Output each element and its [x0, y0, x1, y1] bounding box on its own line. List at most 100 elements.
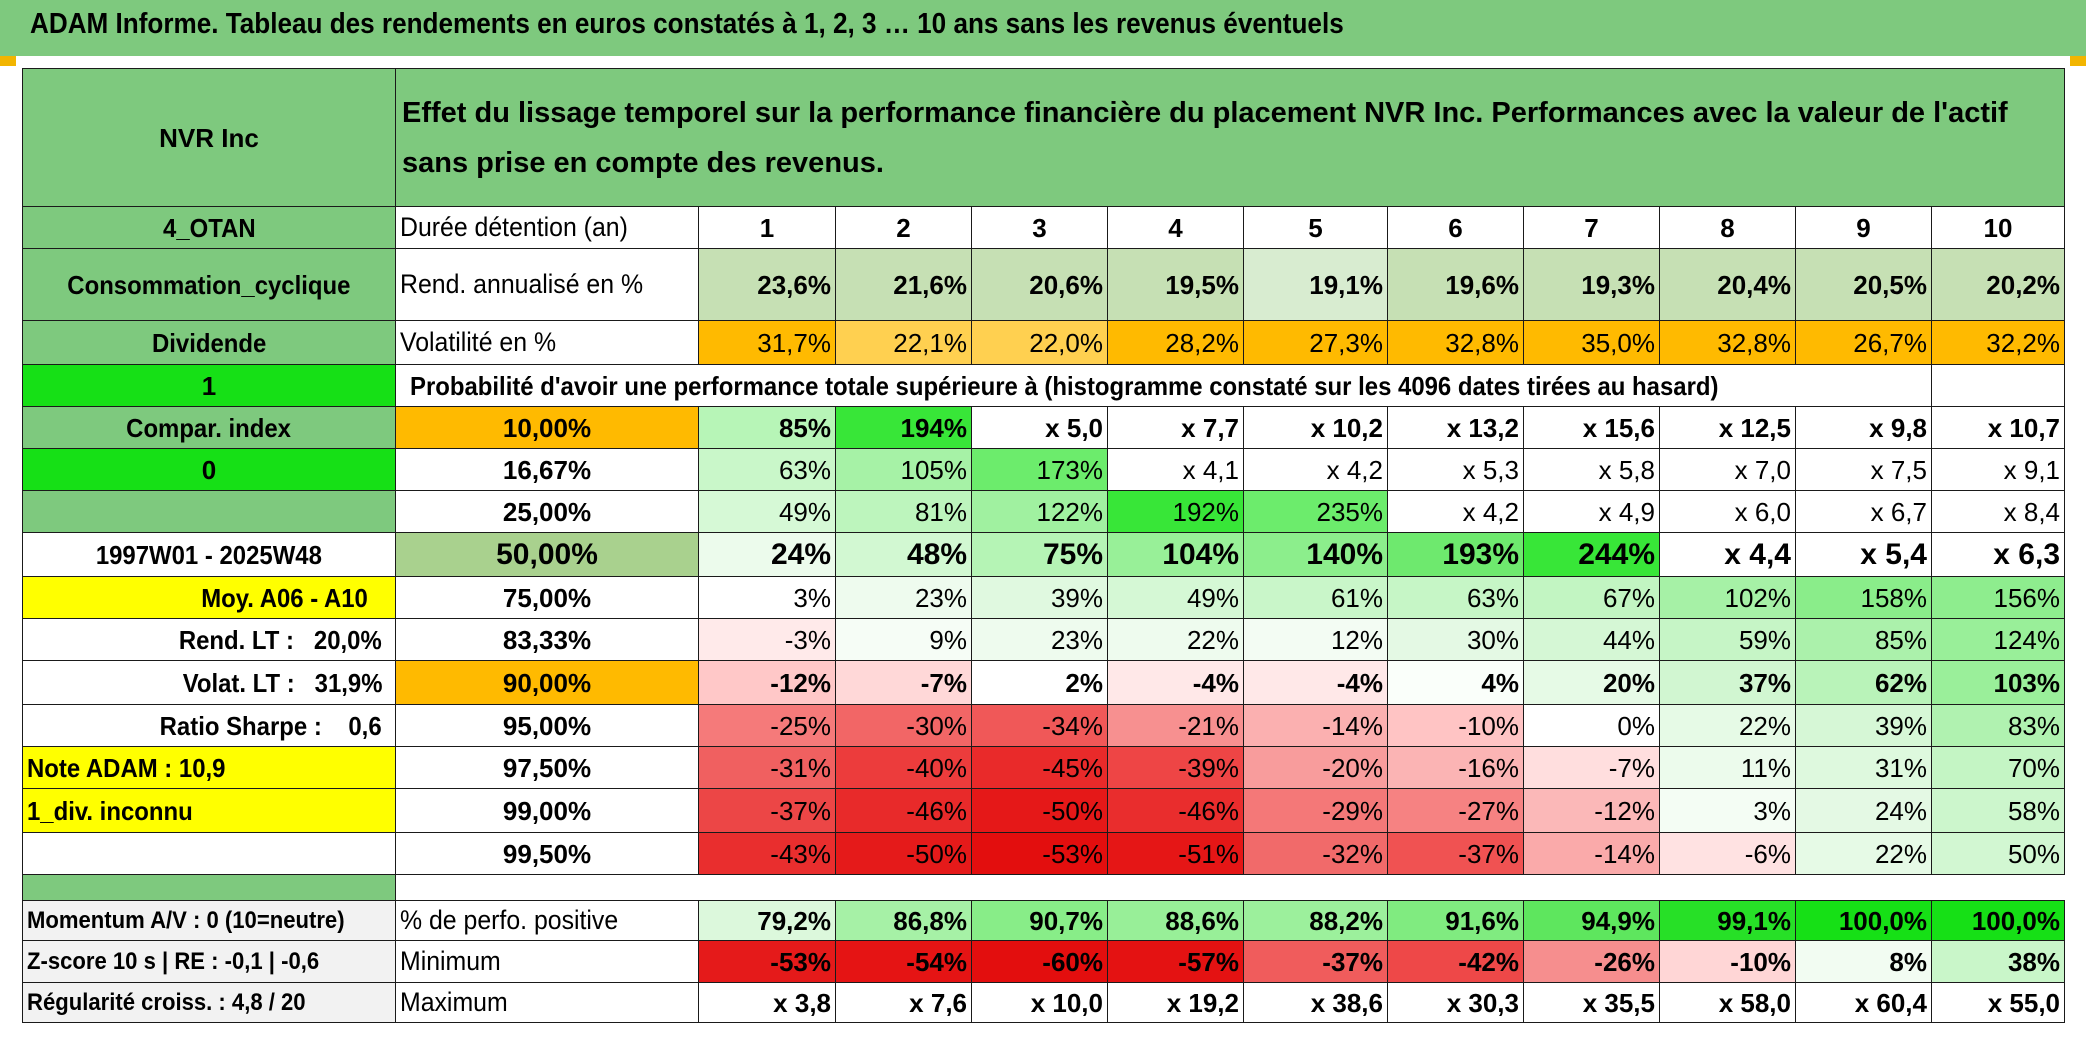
- prob-value: x 6,3: [1930, 532, 2066, 577]
- prob-value: 70%: [1930, 746, 2066, 789]
- rend-value: 19,3%: [1523, 248, 1660, 321]
- prob-value: 105%: [835, 448, 972, 491]
- moy-label: Moy. A06 - A10: [22, 576, 396, 619]
- prob-value: 4%: [1387, 660, 1524, 705]
- prob-value: 22%: [1107, 618, 1244, 661]
- prob-value: 44%: [1523, 618, 1660, 661]
- prob-value: 122%: [971, 490, 1108, 533]
- vol-value: 26,7%: [1795, 320, 1932, 365]
- regularite: Régularité croiss. : 4,8 / 20: [22, 982, 396, 1023]
- min-value: 8%: [1795, 940, 1932, 983]
- prob-threshold: 50,00%: [395, 532, 699, 577]
- prob-value: 75%: [971, 532, 1108, 577]
- rend-value: 19,6%: [1387, 248, 1524, 321]
- asset-name: NVR Inc: [22, 68, 396, 207]
- prob-value: -20%: [1243, 746, 1388, 789]
- prob-value: -37%: [698, 788, 836, 833]
- empty-cell: [22, 490, 396, 533]
- prob-value: x 10,7: [1930, 406, 2066, 449]
- prob-value: -14%: [1243, 704, 1388, 747]
- vol-value: 27,3%: [1243, 320, 1388, 365]
- prob-value: x 9,1: [1930, 448, 2066, 491]
- vol-value: 32,8%: [1387, 320, 1524, 365]
- prob-value: -16%: [1387, 746, 1524, 789]
- momentum: Momentum A/V : 0 (10=neutre): [22, 900, 396, 941]
- rend-value: 20,2%: [1930, 248, 2066, 321]
- perfo-label: % de perfo. positive: [395, 900, 699, 941]
- prob-value: -7%: [1523, 746, 1660, 789]
- max-value: x 60,4: [1795, 982, 1932, 1023]
- min-value: -53%: [698, 940, 836, 983]
- prob-value: 0%: [1523, 704, 1660, 747]
- prob-threshold: 83,33%: [395, 618, 699, 661]
- empty-cell: [22, 832, 396, 875]
- prob-value: 39%: [971, 576, 1108, 619]
- prob-value: 20%: [1523, 660, 1660, 705]
- prob-value: -4%: [1243, 660, 1388, 705]
- prob-threshold: 97,50%: [395, 746, 699, 789]
- rend-value: 20,5%: [1795, 248, 1932, 321]
- prob-value: -7%: [835, 660, 972, 705]
- min-value: -57%: [1107, 940, 1244, 983]
- prob-value: 85%: [698, 406, 836, 449]
- vol-value: 32,8%: [1659, 320, 1796, 365]
- rend-value: 19,1%: [1243, 248, 1388, 321]
- vol-value: 28,2%: [1107, 320, 1244, 365]
- prob-value: x 7,5: [1795, 448, 1932, 491]
- prob-value: 244%: [1523, 532, 1660, 577]
- prob-value: x 13,2: [1387, 406, 1524, 449]
- prob-value: 158%: [1795, 576, 1932, 619]
- prob-value: 173%: [971, 448, 1108, 491]
- vol-value: 35,0%: [1523, 320, 1660, 365]
- zscore: Z-score 10 s | RE : -0,1 | -0,6: [22, 940, 396, 983]
- spacer-row: [395, 874, 2065, 901]
- max-value: x 19,2: [1107, 982, 1244, 1023]
- perfo-value: 90,7%: [971, 900, 1108, 941]
- year-header: 3: [971, 206, 1108, 249]
- vol-value: 31,7%: [698, 320, 836, 365]
- min-value: -10%: [1659, 940, 1796, 983]
- prob-value: 194%: [835, 406, 972, 449]
- year-header: 4: [1107, 206, 1244, 249]
- min-value: -54%: [835, 940, 972, 983]
- prob-value: -29%: [1243, 788, 1388, 833]
- prob-value: x 15,6: [1523, 406, 1660, 449]
- year-header: 9: [1795, 206, 1932, 249]
- prob-threshold: 16,67%: [395, 448, 699, 491]
- prob-value: 235%: [1243, 490, 1388, 533]
- prob-value: 24%: [1795, 788, 1932, 833]
- min-value: -26%: [1523, 940, 1660, 983]
- prob-value: 3%: [698, 576, 836, 619]
- max-value: x 30,3: [1387, 982, 1524, 1023]
- prob-value: 103%: [1930, 660, 2066, 705]
- prob-value: -14%: [1523, 832, 1660, 875]
- prob-value: 48%: [835, 532, 972, 577]
- prob-value: -31%: [698, 746, 836, 789]
- prob-value: 49%: [1107, 576, 1244, 619]
- prob-value: -43%: [698, 832, 836, 875]
- performance-table: NVR Inc Effet du lissage temporel sur la…: [22, 68, 2066, 1023]
- perfo-value: 100,0%: [1930, 900, 2066, 941]
- perfo-value: 100,0%: [1795, 900, 1932, 941]
- note-adam: Note ADAM : 10,9: [22, 746, 396, 789]
- rend-value: 19,5%: [1107, 248, 1244, 321]
- prob-value: 39%: [1795, 704, 1932, 747]
- prob-value: 140%: [1243, 532, 1388, 577]
- year-header: 7: [1523, 206, 1660, 249]
- dividend-value: 1: [22, 364, 396, 407]
- rend-lt: Rend. LT : 20,0%: [22, 618, 396, 661]
- year-header: 1: [698, 206, 836, 249]
- perfo-value: 94,9%: [1523, 900, 1660, 941]
- prob-value: x 8,4: [1930, 490, 2066, 533]
- prob-value: x 12,5: [1659, 406, 1796, 449]
- rend-value: 20,4%: [1659, 248, 1796, 321]
- perfo-value: 91,6%: [1387, 900, 1524, 941]
- prob-value: 23%: [835, 576, 972, 619]
- rend-value: 20,6%: [971, 248, 1108, 321]
- prob-value: -3%: [698, 618, 836, 661]
- prob-value: 156%: [1930, 576, 2066, 619]
- empty-cell: [1930, 364, 2066, 407]
- perfo-value: 88,6%: [1107, 900, 1244, 941]
- title-bar: ADAM Informe. Tableau des rendements en …: [0, 0, 2086, 56]
- prob-value: x 4,1: [1107, 448, 1244, 491]
